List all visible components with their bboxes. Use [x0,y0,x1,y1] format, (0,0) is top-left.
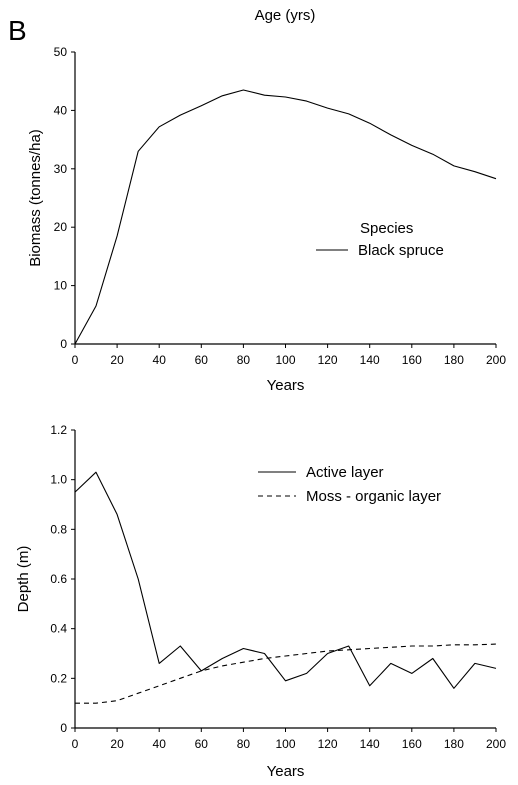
y-tick-label: 0.4 [50,622,67,636]
y-axis-label: Depth (m) [15,546,32,613]
x-axis-label: Years [267,763,305,780]
y-tick-label: 0.6 [50,572,67,586]
x-tick-label: 180 [444,737,464,751]
x-tick-label: 100 [275,737,295,751]
y-tick-label: 30 [54,162,68,176]
legend-title: Species [360,220,413,237]
top-title: Age (yrs) [255,7,316,24]
legend-entry: Black spruce [358,242,444,259]
x-tick-label: 140 [360,353,380,367]
x-tick-label: 0 [72,737,79,751]
x-tick-label: 60 [195,353,209,367]
x-tick-label: 160 [402,737,422,751]
x-tick-label: 120 [318,353,338,367]
x-tick-label: 120 [318,737,338,751]
y-tick-label: 1.2 [50,423,67,437]
y-axis-label: Biomass (tonnes/ha) [27,129,44,267]
x-tick-label: 80 [237,353,251,367]
series-line-0 [74,471,497,689]
x-tick-label: 100 [275,353,295,367]
legend-entry: Active layer [306,464,384,481]
x-tick-label: 20 [110,353,124,367]
legend-entry: Moss - organic layer [306,488,441,505]
depth-chart: 0 20 40 60 80 100 120 140 160 180 200 0 0.2 0.4 0.6 0.8… [15,423,506,780]
y-tick-label: 0 [60,337,67,351]
x-tick-label: 20 [110,737,124,751]
x-tick-label: 80 [237,737,251,751]
series-line-1 [75,643,497,704]
y-tick-label: 0.2 [50,671,67,685]
y-tick-label: 50 [54,45,68,59]
biomass-chart: 0 20 40 60 80 100 120 140 160 180 200 0 10 20 30 40 50 Ye… [27,45,506,394]
x-tick-label: 40 [153,353,167,367]
x-tick-label: 40 [153,737,167,751]
y-tick-label: 0 [60,721,67,735]
y-tick-label: 10 [54,279,68,293]
x-tick-label: 0 [72,353,79,367]
x-tick-label: 60 [195,737,209,751]
x-axis-label: Years [267,377,305,394]
panel-letter: B [8,15,27,46]
x-tick-label: 160 [402,353,422,367]
y-tick-label: 0.8 [50,522,67,536]
x-tick-label: 200 [486,737,506,751]
x-tick-label: 200 [486,353,506,367]
x-tick-label: 180 [444,353,464,367]
series-line-0 [74,89,497,345]
y-tick-label: 40 [54,103,68,117]
x-tick-label: 140 [360,737,380,751]
y-tick-label: 1.0 [50,473,67,487]
y-tick-label: 20 [54,220,68,234]
